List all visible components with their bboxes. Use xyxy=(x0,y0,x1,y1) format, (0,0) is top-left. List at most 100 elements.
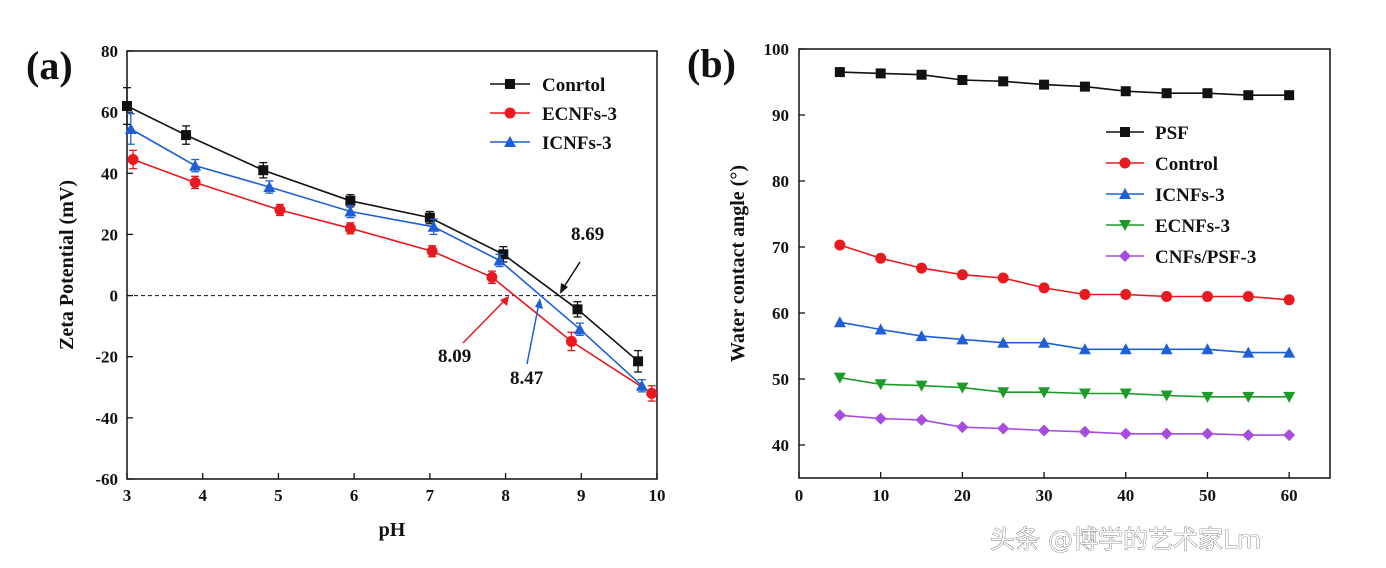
x-tick-label-a: 7 xyxy=(426,486,435,505)
annotation-8-09: 8.09 xyxy=(438,346,471,367)
x-tick-label-a: 3 xyxy=(123,486,132,505)
data-point-icnfs-3 xyxy=(1038,336,1051,348)
legend-marker-conrtol xyxy=(505,79,515,89)
data-point-cnfs-psf-3 xyxy=(1038,424,1051,437)
data-point-ecnfs-3 xyxy=(915,380,928,392)
data-point-ecnfs-3 xyxy=(189,176,201,188)
data-point-conrtol xyxy=(424,212,435,223)
legend-label-conrtol: Conrtol xyxy=(542,75,605,96)
data-point-cnfs-psf-3 xyxy=(1160,427,1173,440)
data-point-icnfs-3 xyxy=(1201,343,1214,355)
series-line-conrtol xyxy=(126,105,639,362)
data-point-icnfs-3 xyxy=(833,316,846,328)
data-point-ecnfs-3 xyxy=(565,335,577,347)
data-point-icnfs-3 xyxy=(263,181,276,193)
data-point-icnfs-3 xyxy=(1160,343,1173,355)
legend-marker-icnfs-3 xyxy=(1119,188,1131,199)
data-point-control xyxy=(1079,289,1091,301)
data-point-psf xyxy=(1079,81,1090,92)
data-point-ecnfs-3 xyxy=(874,379,887,391)
y-axis-label-b: Water contact angle (°) xyxy=(727,165,749,362)
data-point-conrtol xyxy=(258,165,269,176)
x-tick-label-a: 9 xyxy=(577,486,586,505)
data-point-psf xyxy=(1039,79,1050,90)
data-point-conrtol xyxy=(345,195,356,206)
data-point-control xyxy=(1201,291,1213,302)
data-point-conrtol xyxy=(181,130,192,141)
data-point-icnfs-3 xyxy=(915,330,928,342)
y-tick-label-a: 80 xyxy=(101,42,118,61)
data-point-psf xyxy=(1284,90,1295,101)
x-tick-label-a: 6 xyxy=(350,486,359,505)
series-line-ecnfs-3 xyxy=(839,376,1290,398)
data-point-ecnfs-3 xyxy=(1160,390,1173,402)
data-point-ecnfs-3 xyxy=(1038,387,1051,399)
legend-label-icnfs-3: ICNFs-3 xyxy=(542,133,612,154)
data-point-psf xyxy=(957,75,968,86)
y-tick-label-a: -20 xyxy=(95,348,118,367)
data-point-control xyxy=(1283,294,1295,306)
data-point-icnfs-3 xyxy=(344,205,357,217)
plot-frame-a xyxy=(126,50,658,480)
data-point-icnfs-3 xyxy=(427,220,440,232)
annotation-8-69: 8.69 xyxy=(571,224,604,245)
data-point-cnfs-psf-3 xyxy=(997,422,1010,435)
data-point-ecnfs-3 xyxy=(1201,391,1214,403)
legend-marker-cnfs-psf-3 xyxy=(1119,250,1131,262)
series-line-cnfs-psf-3 xyxy=(839,414,1290,436)
legend-marker-ecnfs-3 xyxy=(1119,220,1131,231)
y-tick-label-b: 80 xyxy=(772,172,789,191)
data-point-control xyxy=(916,262,928,274)
series-line-control xyxy=(839,244,1290,301)
data-point-control xyxy=(997,272,1009,284)
data-point-control xyxy=(1120,289,1132,301)
data-point-cnfs-psf-3 xyxy=(1242,429,1255,442)
data-point-control xyxy=(1038,282,1050,294)
legend-label-cnfs-psf-3: CNFs/PSF-3 xyxy=(1155,247,1256,268)
data-point-ecnfs-3 xyxy=(1283,391,1296,403)
data-point-ecnfs-3 xyxy=(486,271,498,283)
series-line-icnfs-3 xyxy=(130,128,643,387)
y-tick-label-a: 60 xyxy=(101,103,118,122)
data-point-icnfs-3 xyxy=(189,159,202,171)
data-point-psf xyxy=(916,69,927,80)
data-point-control xyxy=(1161,291,1173,302)
data-point-icnfs-3 xyxy=(1283,346,1296,358)
y-tick-label-b: 50 xyxy=(772,370,789,389)
y-tick-label-a: -60 xyxy=(95,470,118,489)
y-tick-label-a: 20 xyxy=(101,225,118,244)
y-tick-label-a: 0 xyxy=(110,287,119,306)
legend-label-ecnfs-3: ECNFs-3 xyxy=(542,104,617,125)
data-point-psf xyxy=(998,76,1009,87)
y-tick-label-b: 90 xyxy=(772,106,789,125)
x-tick-label-b: 40 xyxy=(1117,486,1134,505)
y-tick-label-b: 60 xyxy=(772,304,789,323)
data-point-psf xyxy=(1120,86,1131,97)
data-point-icnfs-3 xyxy=(997,336,1010,348)
data-point-control xyxy=(956,269,968,281)
y-tick-label-b: 70 xyxy=(772,238,789,257)
data-point-psf xyxy=(1243,90,1254,101)
x-tick-label-b: 20 xyxy=(954,486,971,505)
data-point-cnfs-psf-3 xyxy=(874,412,887,425)
x-tick-label-b: 30 xyxy=(1036,486,1053,505)
data-point-cnfs-psf-3 xyxy=(1201,427,1214,440)
data-point-cnfs-psf-3 xyxy=(1119,427,1132,440)
data-point-cnfs-psf-3 xyxy=(915,413,928,426)
data-point-cnfs-psf-3 xyxy=(956,421,969,434)
data-point-icnfs-3 xyxy=(124,122,137,134)
legend-marker-icnfs-3 xyxy=(504,136,516,147)
data-point-conrtol xyxy=(122,101,132,112)
chart-panel-b: (b) 0 10 20 30 40 50 60 40 50 60 70 80 90 100 Water con… xyxy=(687,40,1331,505)
x-tick-label-a: 4 xyxy=(198,486,207,505)
x-tick-label-a: 5 xyxy=(274,486,283,505)
data-point-psf xyxy=(834,67,845,78)
y-tick-label-b: 40 xyxy=(772,436,789,455)
data-point-ecnfs-3 xyxy=(646,387,658,399)
data-point-psf xyxy=(875,68,886,79)
x-tick-label-b: 60 xyxy=(1281,486,1298,505)
data-point-icnfs-3 xyxy=(874,323,887,335)
series-line-psf xyxy=(839,71,1290,96)
data-point-cnfs-psf-3 xyxy=(1283,429,1296,442)
